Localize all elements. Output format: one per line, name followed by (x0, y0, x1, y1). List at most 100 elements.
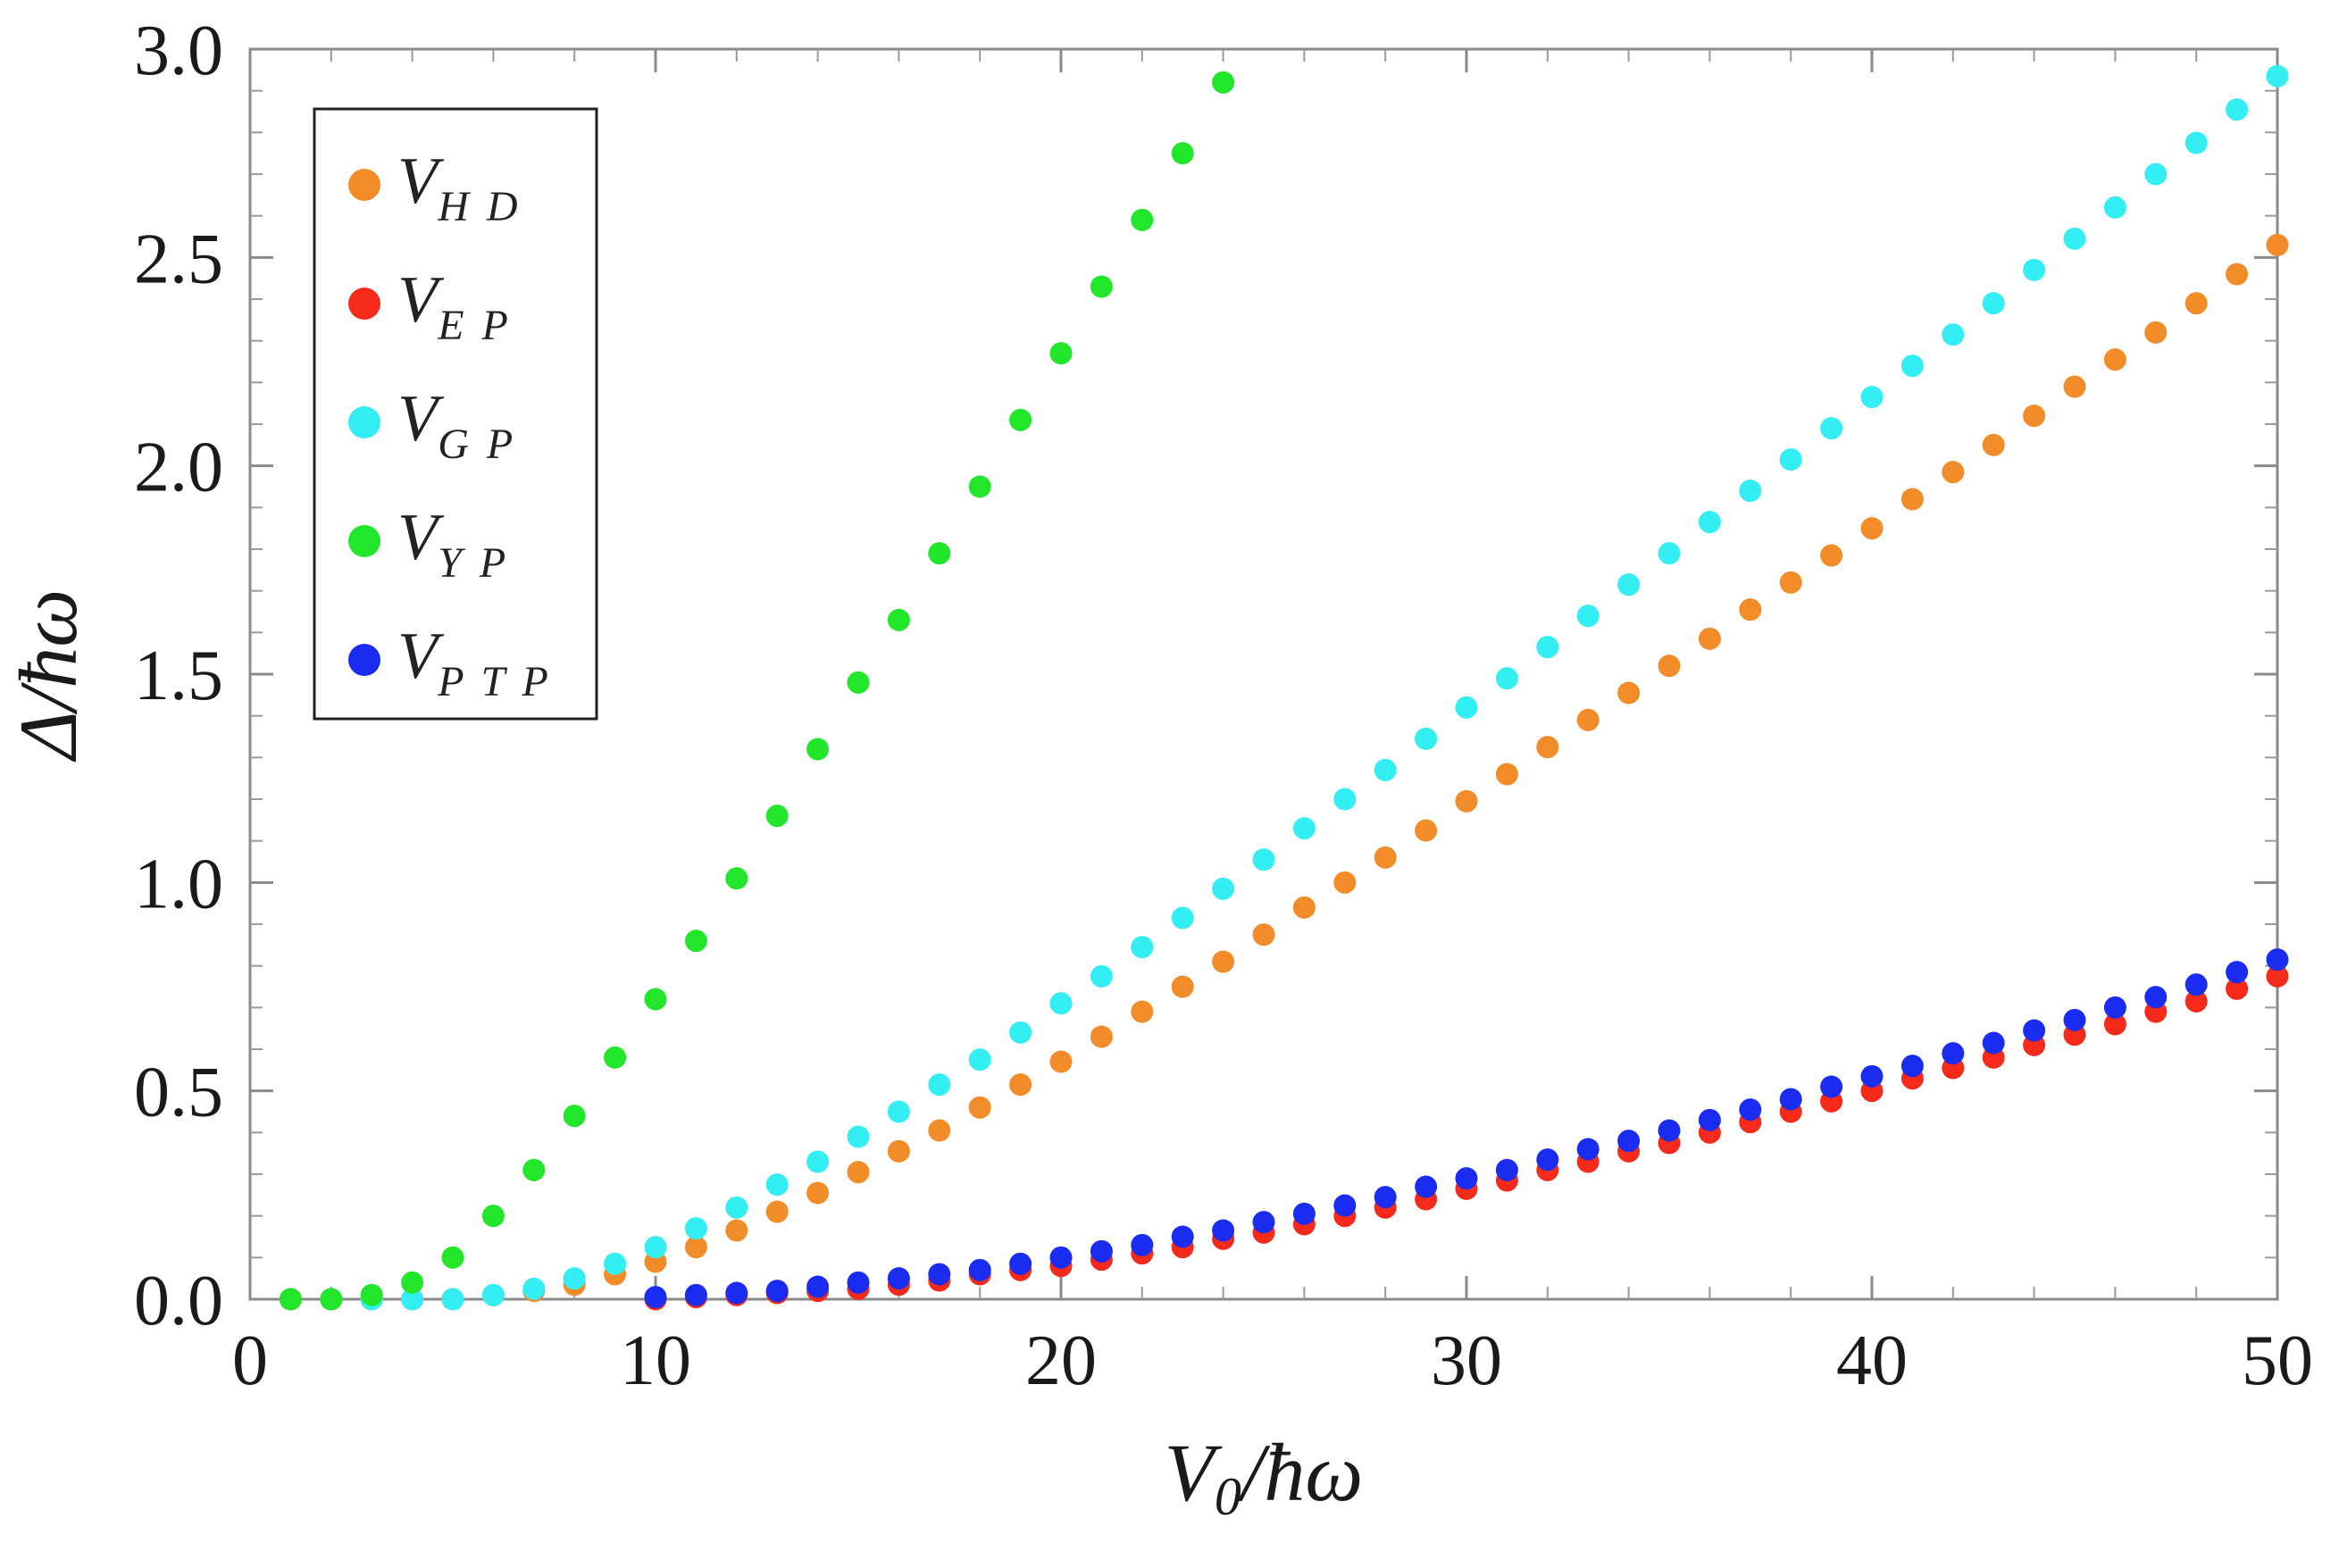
data-point (2184, 989, 2208, 1013)
data-point (765, 805, 789, 828)
data-point (441, 1246, 464, 1269)
data-point (1333, 1194, 1357, 1217)
data-point (1333, 871, 1357, 894)
legend-marker (348, 644, 380, 676)
data-point (1779, 1088, 1802, 1111)
data-point (1252, 1211, 1275, 1234)
data-point (2023, 405, 2046, 428)
legend-marker (348, 288, 380, 320)
x-tick-label: 30 (1431, 1322, 1502, 1400)
data-point (1982, 433, 2005, 456)
data-point (2144, 986, 2168, 1009)
data-point (1131, 1233, 1154, 1256)
data-point (441, 1288, 464, 1311)
data-point (1455, 696, 1478, 719)
data-point (2103, 196, 2126, 219)
data-point (806, 1275, 830, 1298)
data-point (887, 1139, 910, 1163)
data-point (1171, 975, 1194, 998)
data-point (968, 1048, 991, 1072)
legend-label: VE P (397, 263, 512, 349)
data-point (401, 1271, 424, 1294)
data-point (1860, 517, 1884, 540)
tick-labels: 0 10 20 30 40 50 0.0 0.5 1.0 1.5 2.0 2.5 3.0 (134, 12, 2313, 1400)
data-point (725, 1219, 748, 1242)
data-point (1617, 681, 1641, 705)
data-point (1374, 758, 1397, 781)
data-point (1739, 480, 1762, 503)
data-point (1820, 417, 1843, 440)
data-point (1942, 1042, 1965, 1065)
data-point (1617, 1130, 1641, 1153)
x-tick-label: 20 (1025, 1322, 1097, 1400)
data-point (1292, 817, 1316, 840)
data-point (481, 1283, 505, 1306)
data-point (1292, 896, 1316, 919)
series-gp (279, 64, 2289, 1311)
data-point (684, 1217, 707, 1240)
data-point (1131, 936, 1154, 959)
data-point (563, 1267, 586, 1290)
data-point (1658, 542, 1681, 565)
data-point (968, 1096, 991, 1119)
data-point (644, 1286, 667, 1309)
data-point (1009, 1073, 1032, 1097)
data-point (1415, 819, 1438, 842)
data-point (765, 1280, 789, 1303)
data-point (644, 988, 667, 1011)
data-point (1455, 1167, 1478, 1190)
data-point (2144, 321, 2168, 344)
data-point (887, 1100, 910, 1123)
data-point (2103, 348, 2126, 371)
data-point (2184, 292, 2208, 315)
data-point (1292, 1202, 1316, 1225)
data-point (1658, 655, 1681, 678)
series-yp (279, 71, 1235, 1311)
data-point (1739, 1098, 1762, 1122)
data-point (1212, 877, 1235, 900)
data-point (847, 671, 870, 694)
y-tick-label: 2.5 (134, 220, 223, 298)
y-tick-label: 0.0 (134, 1262, 223, 1340)
data-point (2103, 996, 2126, 1019)
data-point (2226, 98, 2249, 121)
data-point (2266, 964, 2289, 988)
data-point (604, 1046, 627, 1069)
data-point (1212, 950, 1235, 973)
data-point (725, 1281, 748, 1305)
data-point (968, 1258, 991, 1281)
y-tick-label: 0.5 (134, 1054, 223, 1132)
data-point (1212, 71, 1235, 94)
y-tick-label: 1.5 (134, 637, 223, 715)
data-point (725, 1196, 748, 1219)
data-point (1982, 292, 2005, 315)
data-point (2023, 1019, 2046, 1042)
data-point (1698, 511, 1721, 534)
data-point (765, 1200, 789, 1223)
data-point (1820, 544, 1843, 567)
data-point (1049, 1050, 1073, 1073)
data-point (2266, 64, 2289, 88)
data-point (1333, 788, 1357, 811)
data-point (1739, 598, 1762, 621)
data-point (644, 1236, 667, 1259)
data-point (360, 1283, 383, 1306)
data-point (1698, 1108, 1721, 1131)
data-point (563, 1105, 586, 1128)
data-point (684, 1283, 707, 1306)
series-ptp (644, 948, 2289, 1309)
data-point (1252, 923, 1275, 947)
data-point (725, 867, 748, 890)
data-point (401, 1288, 424, 1311)
data-point (1415, 727, 1438, 750)
data-point (1090, 275, 1113, 298)
data-point (1698, 627, 1721, 650)
x-axis-label: V0/ħω (1165, 1427, 1364, 1526)
data-point (1617, 573, 1641, 596)
data-point (2023, 258, 2046, 281)
data-point (2226, 977, 2249, 1000)
x-tick-label: 50 (2242, 1322, 2313, 1400)
data-point (2226, 263, 2249, 286)
data-point (1576, 1138, 1600, 1161)
